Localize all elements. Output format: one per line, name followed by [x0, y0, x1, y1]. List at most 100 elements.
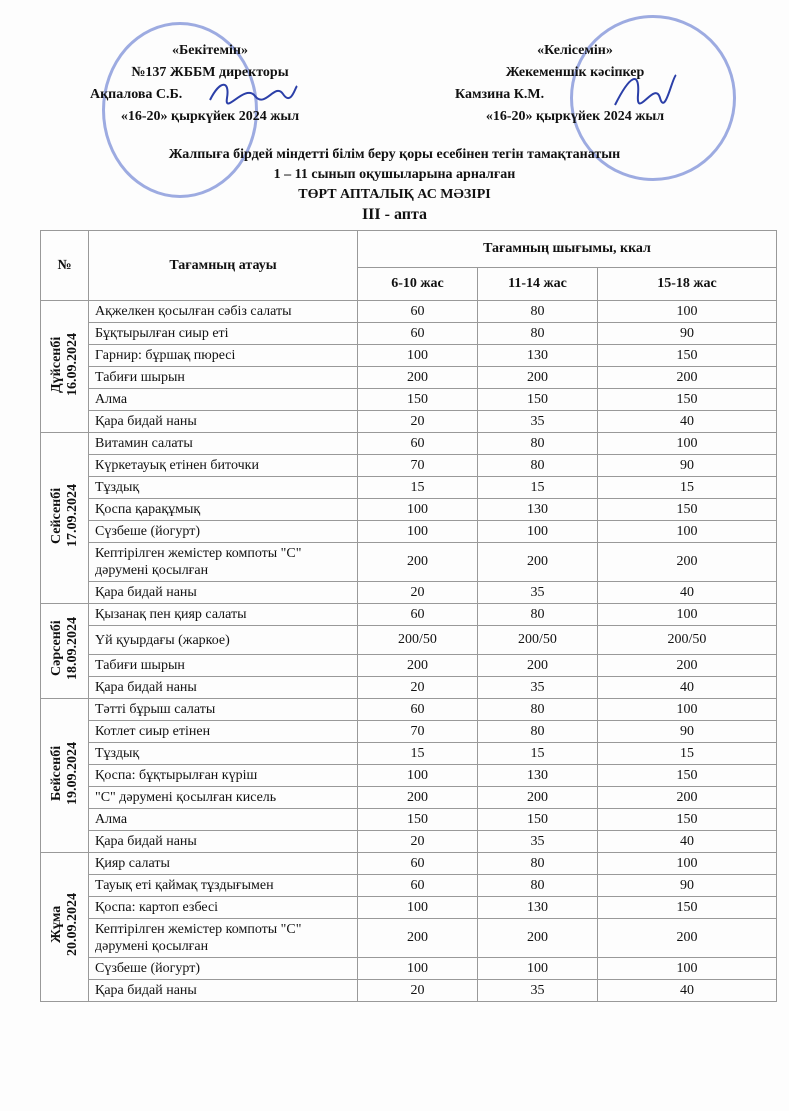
kcal-value: 70 — [357, 720, 478, 743]
dish-name: Бұқтырылған сиыр еті — [88, 322, 358, 345]
day-cell: Бейсенбі 19.09.2024 — [40, 698, 89, 853]
table-row: Кептірілген жемістер компоты "С" дәрумен… — [41, 918, 777, 958]
kcal-value: 150 — [597, 498, 777, 521]
kcal-value: 60 — [357, 603, 478, 626]
table-row: Қоспа қарақұмық 100 130 150 — [41, 498, 777, 521]
menu-table: № Тағамның атауы Тағамның шығымы, ккал 6… — [40, 230, 777, 1002]
kcal-value: 100 — [597, 603, 777, 626]
dish-name: Алма — [88, 808, 358, 831]
day-name: Бейсенбі — [48, 745, 64, 801]
kcal-value: 200 — [357, 918, 478, 958]
dish-name: Қара бидай наны — [88, 410, 358, 433]
kcal-value: 150 — [357, 388, 478, 411]
day-name: Сейсенбі — [48, 487, 64, 544]
kcal-value: 100 — [357, 764, 478, 787]
kcal-value: 70 — [357, 454, 478, 477]
day-cell: Дүйсенбі 16.09.2024 — [40, 300, 89, 433]
kcal-value: 60 — [357, 432, 478, 455]
kcal-value: 80 — [477, 720, 598, 743]
kcal-value: 200 — [597, 366, 777, 389]
kcal-value: 100 — [597, 852, 777, 875]
table-row: Гарнир: бұршақ пюресі 100 130 150 — [41, 344, 777, 367]
kcal-value: 15 — [597, 742, 777, 765]
day-cell: Жұма 20.09.2024 — [40, 852, 89, 1002]
kcal-value: 90 — [597, 720, 777, 743]
kcal-value: 150 — [477, 808, 598, 831]
week-label: III - апта — [361, 206, 428, 223]
agreement-title: «Келісемін» — [537, 43, 613, 58]
table-row: Тұздық 15 15 15 — [41, 742, 777, 765]
day-name: Жұма — [48, 905, 64, 944]
dish-name: Қара бидай наны — [88, 979, 358, 1002]
table-row: Тұздық 15 15 15 — [41, 476, 777, 499]
dish-name: Табиғи шырын — [88, 366, 358, 389]
kcal-value: 100 — [597, 957, 777, 980]
table-row: Табиғи шырын 200 200 200 — [41, 654, 777, 677]
dish-name: Тауық еті қаймақ тұздығымен — [88, 874, 358, 897]
kcal-value: 200/50 — [477, 625, 598, 655]
kcal-value: 80 — [477, 322, 598, 345]
kcal-value: 20 — [357, 830, 478, 853]
kcal-value: 130 — [477, 764, 598, 787]
kcal-value: 150 — [597, 388, 777, 411]
kcal-value: 200 — [357, 366, 478, 389]
kcal-value: 100 — [597, 432, 777, 455]
kcal-value: 35 — [477, 676, 598, 699]
table-row: Тауық еті қаймақ тұздығымен 60 80 90 — [41, 874, 777, 897]
approval-block: «Бекітемін» №137 ЖББМ директоры Ақпалова… — [90, 40, 330, 128]
kcal-value: 80 — [477, 432, 598, 455]
dish-name: Сүзбеше (йогурт) — [88, 520, 358, 543]
kcal-value: 35 — [477, 410, 598, 433]
day-date: 18.09.2024 — [64, 617, 80, 680]
dish-name: Тұздық — [88, 476, 358, 499]
kcal-value: 150 — [597, 344, 777, 367]
table-row: Котлет сиыр етінен 70 80 90 — [41, 720, 777, 743]
table-row: Үй қуырдағы (жаркое) 200/50 200/50 200/50 — [41, 625, 777, 655]
dish-name: Ақжелкен қосылған сәбіз салаты — [88, 300, 358, 323]
title-line-2: 1 – 11 сынып оқушыларына арналған — [273, 167, 516, 182]
kcal-value: 60 — [357, 852, 478, 875]
dish-name: Қоспа: бұқтырылған күріш — [88, 764, 358, 787]
day-label: Жұма 20.09.2024 — [49, 893, 81, 956]
entrepreneur-signature — [614, 74, 677, 106]
dish-name: "С" дәрумені қосылған кисель — [88, 786, 358, 809]
kcal-value: 130 — [477, 498, 598, 521]
day-name: Сәрсенбі — [48, 620, 64, 677]
kcal-value: 100 — [357, 498, 478, 521]
kcal-value: 100 — [597, 520, 777, 543]
kcal-value: 200 — [357, 654, 478, 677]
kcal-value: 80 — [477, 300, 598, 323]
day-label: Дүйсенбі 16.09.2024 — [49, 333, 81, 396]
kcal-value: 130 — [477, 896, 598, 919]
dish-name: Кептірілген жемістер компоты "С" дәрумен… — [88, 918, 358, 958]
table-row: Қара бидай наны 20 35 40 — [41, 581, 777, 604]
approval-date: «16-20» қыркүйек 2024 жыл — [120, 109, 300, 124]
approval-title: «Бекітемін» — [171, 43, 248, 58]
kcal-value: 40 — [597, 676, 777, 699]
table-row: Сәрсенбі 18.09.2024 Қызанақ пен қияр салат… — [40, 603, 777, 699]
dish-name: Котлет сиыр етінен — [88, 720, 358, 743]
table-row: Жұма 20.09.2024 Қияр салаты 60 80 100 — [40, 852, 777, 1002]
kcal-value: 200 — [357, 542, 478, 582]
agreement-block: «Келісемін» Жекеменшік кәсіпкер Камзина … — [455, 40, 695, 128]
kcal-value: 200 — [477, 918, 598, 958]
approval-role: №137 ЖББМ директоры — [131, 65, 289, 80]
dish-name: Үй қуырдағы (жаркое) — [88, 625, 358, 655]
entrepreneur-stamp — [570, 15, 736, 181]
col-group-kcal: Тағамның шығымы, ккал — [357, 230, 777, 268]
kcal-value: 150 — [597, 896, 777, 919]
kcal-value: 15 — [357, 742, 478, 765]
dish-name: Алма — [88, 388, 358, 411]
col-age-6-10: 6-10 жас — [357, 267, 478, 301]
day-cell: Сәрсенбі 18.09.2024 — [40, 603, 89, 699]
kcal-value: 200 — [597, 786, 777, 809]
dish-name: Кептірілген жемістер компоты "С" дәрумен… — [88, 542, 358, 582]
table-row: Кептірілген жемістер компоты "С" дәрумен… — [41, 542, 777, 582]
table-row: Қоспа: картоп езбесі 100 130 150 — [41, 896, 777, 919]
table-row: Қара бидай наны 20 35 40 — [41, 979, 777, 1002]
table-row: Сүзбеше (йогурт) 100 100 100 — [41, 520, 777, 543]
dish-name: Қара бидай наны — [88, 830, 358, 853]
table-row: Бұқтырылған сиыр еті 60 80 90 — [41, 322, 777, 345]
day-date: 19.09.2024 — [64, 741, 80, 805]
